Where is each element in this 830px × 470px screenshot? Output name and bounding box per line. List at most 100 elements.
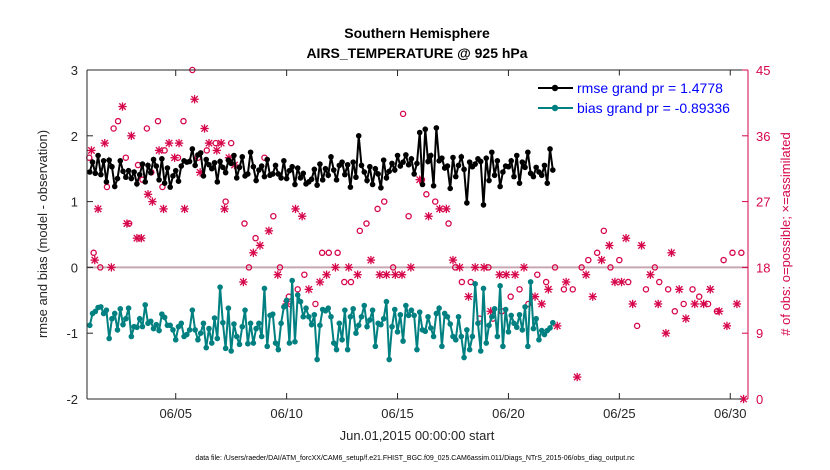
bias-point xyxy=(250,340,257,346)
rmse-point xyxy=(325,172,332,179)
bias-point xyxy=(477,348,484,354)
y-axis-label-right: # of obs: o=possible; ×=assimilated xyxy=(778,132,793,335)
obs-assimilated-marker xyxy=(137,233,146,243)
rmse-point xyxy=(389,160,395,167)
rmse-point xyxy=(261,173,268,180)
rmse-point xyxy=(319,177,326,183)
bias-point xyxy=(383,298,390,305)
rmse-point xyxy=(253,177,259,184)
bias-point xyxy=(339,336,345,343)
rmse-point xyxy=(211,159,218,166)
obs-possible-marker xyxy=(431,198,439,205)
rmse-point xyxy=(95,152,101,159)
obs-assimilated-marker xyxy=(366,255,376,265)
obs-possible-marker xyxy=(689,286,696,293)
obs-assimilated-marker xyxy=(621,233,631,243)
rmse-point xyxy=(538,172,545,179)
chart-title: Southern Hemisphere xyxy=(344,25,490,41)
rmse-point xyxy=(472,161,478,167)
obs-assimilated-marker xyxy=(544,285,553,294)
obs-possible-marker xyxy=(593,249,601,257)
rmse-point xyxy=(369,181,376,188)
obs-possible-marker xyxy=(680,300,687,308)
rmse-point xyxy=(294,165,301,171)
rmse-point xyxy=(364,177,370,184)
rmse-point xyxy=(322,165,329,172)
rmse-point xyxy=(245,171,251,177)
obs-possible-marker xyxy=(633,322,641,330)
bias-point xyxy=(86,322,93,329)
bias-point xyxy=(508,312,515,319)
obs-possible-marker xyxy=(534,271,541,278)
bias-point xyxy=(278,320,284,327)
bias-point xyxy=(192,327,198,333)
rmse-point xyxy=(92,170,99,177)
obs-assimilated-marker xyxy=(264,226,274,236)
obs-possible-marker xyxy=(651,264,659,271)
rmse-point xyxy=(153,163,160,169)
rmse-point xyxy=(433,125,440,131)
rmse-point xyxy=(200,173,207,179)
obs-possible-marker xyxy=(585,256,592,264)
rmse-point xyxy=(159,156,165,162)
y-tick-label-right: 9 xyxy=(756,326,763,341)
rmse-point xyxy=(494,158,501,164)
bias-point xyxy=(203,344,210,351)
bias-point xyxy=(281,304,287,310)
rmse-point xyxy=(164,165,171,171)
rmse-point xyxy=(98,171,104,178)
obs-assimilated-marker xyxy=(722,321,732,331)
bias-point xyxy=(458,333,465,340)
bias-point xyxy=(361,302,368,309)
obs-possible-marker xyxy=(222,198,229,205)
y-tick-label-left: 3 xyxy=(71,63,78,78)
y-tick-label-left: 0 xyxy=(71,260,78,275)
rmse-point xyxy=(500,169,506,175)
rmse-point xyxy=(250,163,257,170)
bias-point xyxy=(525,343,531,350)
rmse-point xyxy=(489,149,495,156)
bias-point xyxy=(486,322,492,329)
bias-point xyxy=(211,315,218,321)
bias-point xyxy=(500,343,506,350)
bias-point xyxy=(378,321,384,328)
obs-assimilated-marker xyxy=(675,285,684,294)
rmse-point xyxy=(117,158,124,164)
obs-possible-marker xyxy=(600,227,608,235)
rmse-point xyxy=(103,179,110,185)
rmse-point xyxy=(208,165,215,172)
axes-layer: 06/05 06/10 06/15 06/20 06/25 06/30 -2 -1 0 1 2 3 0 9… xyxy=(66,63,770,421)
bias-point xyxy=(283,297,290,304)
obs-possible-marker xyxy=(374,205,381,213)
obs-assimilated-marker xyxy=(435,204,444,214)
obs-assimilated-marker xyxy=(464,292,473,301)
y-tick-label-right: 0 xyxy=(756,392,763,407)
y-tick-label-right: 36 xyxy=(756,129,770,144)
obs-possible-marker xyxy=(656,278,663,286)
bias-point xyxy=(536,336,542,343)
rmse-point xyxy=(405,161,412,168)
bias-point xyxy=(161,314,168,321)
obs-possible-marker xyxy=(203,147,211,154)
obs-assimilated-marker xyxy=(397,270,407,279)
obs-assimilated-marker xyxy=(573,372,582,382)
rmse-point xyxy=(114,175,121,182)
bias-point xyxy=(150,325,157,332)
obs-possible-marker xyxy=(738,249,745,257)
bias-point xyxy=(461,354,467,361)
obs-possible-marker xyxy=(664,286,672,293)
rmse-point xyxy=(430,183,437,189)
obs-assimilated-marker xyxy=(200,124,209,133)
obs-assimilated-marker xyxy=(561,277,571,287)
rmse-point xyxy=(128,175,135,182)
obs-assimilated-marker xyxy=(315,277,325,287)
obs-assimilated-marker xyxy=(118,102,127,111)
bias-point xyxy=(347,313,354,320)
bias-point xyxy=(364,323,370,330)
obs-assimilated-marker xyxy=(654,299,663,309)
bias-point xyxy=(156,327,162,334)
bias-point xyxy=(208,340,215,346)
obs-possible-marker xyxy=(294,286,301,293)
obs-assimilated-marker xyxy=(732,299,742,309)
rmse-point xyxy=(197,150,204,156)
